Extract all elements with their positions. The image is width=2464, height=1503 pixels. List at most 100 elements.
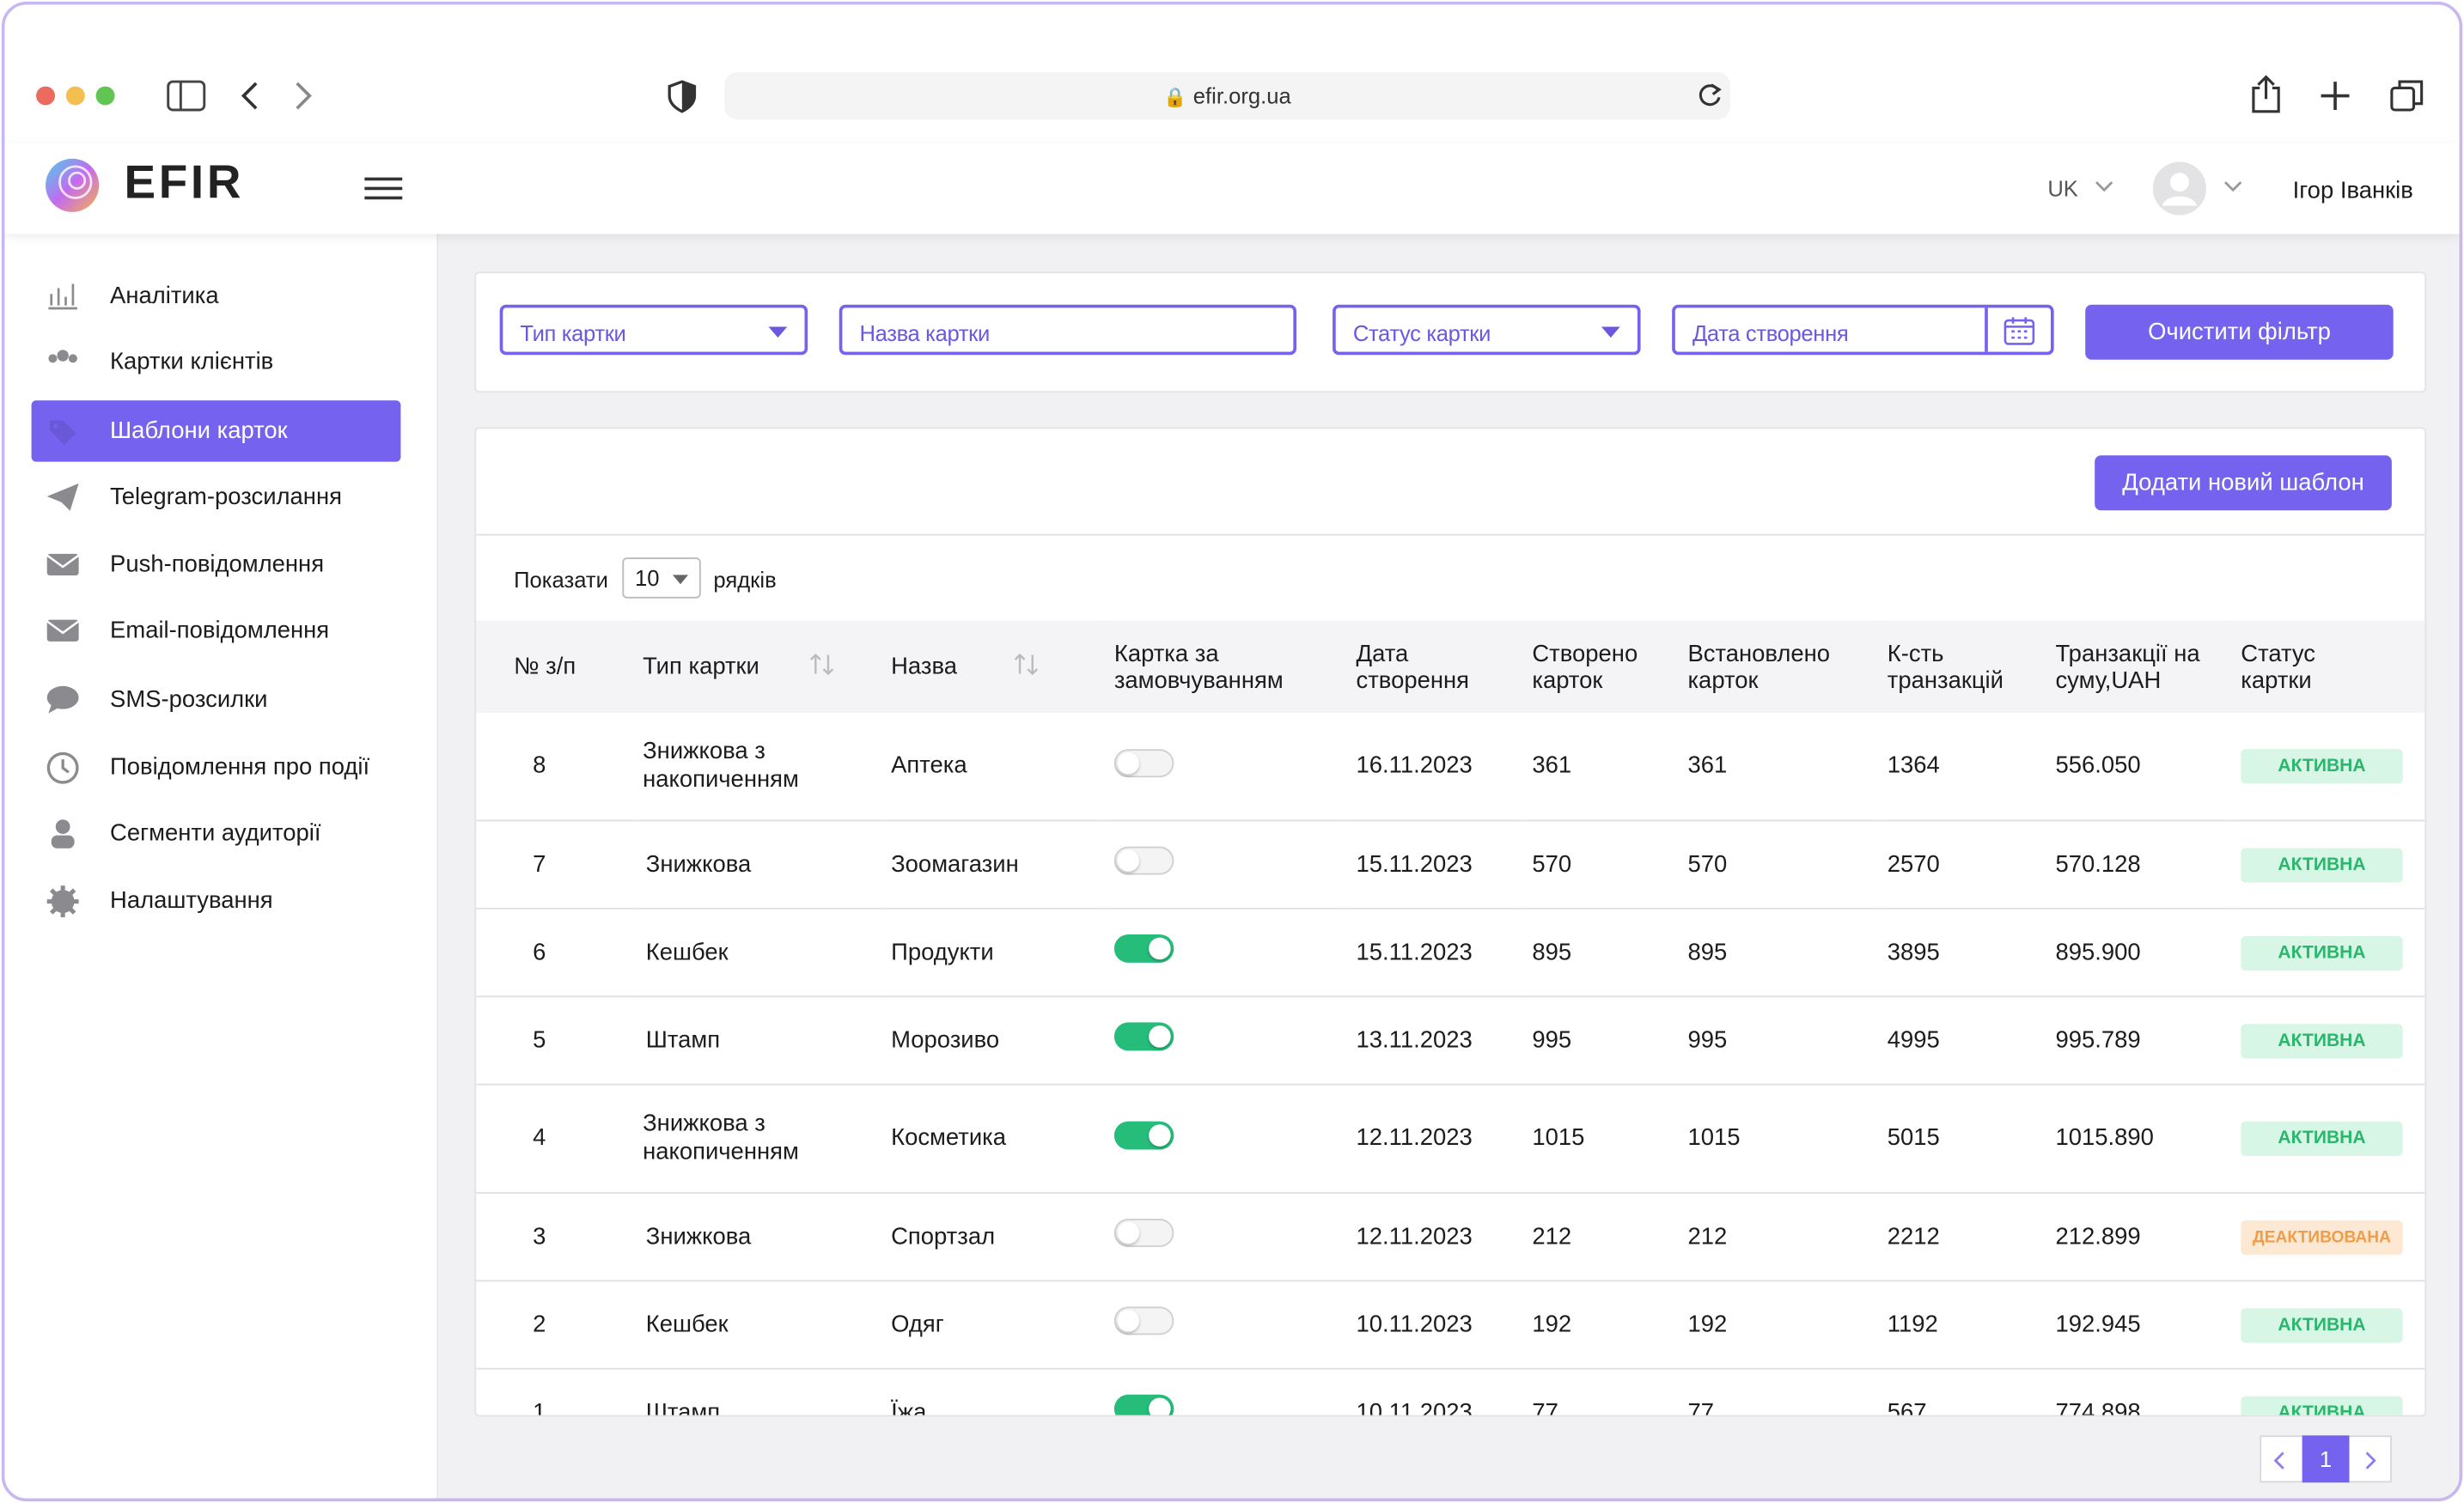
- share[interactable]: [2248, 74, 2283, 115]
- header-row: № з/п Тип картки Назва Картка за замовчуван…: [476, 620, 2425, 714]
- cell-text: 192: [1532, 1310, 1572, 1338]
- cell: 4: [476, 1084, 634, 1194]
- menu-item[interactable]: Налаштування: [32, 870, 401, 931]
- menu-item[interactable]: SMS-розсилки: [32, 669, 401, 730]
- toggle[interactable]: [1113, 1218, 1174, 1247]
- cell: 212.899: [2046, 1192, 2232, 1282]
- brand: EFIR: [124, 156, 245, 210]
- column-title: Картка за замовчуванням: [1113, 640, 1284, 694]
- sort[interactable]: [1014, 652, 1039, 684]
- cell: 16.11.2023: [1346, 713, 1523, 822]
- reload[interactable]: [1696, 82, 1724, 110]
- cell: АКТИВНА: [2231, 908, 2425, 998]
- cell: 12.11.2023: [1346, 1084, 1523, 1194]
- cell-text: Кешбек: [645, 938, 729, 965]
- cell-text: 995: [1532, 1025, 1572, 1054]
- menu-item[interactable]: Telegram-розсилання: [32, 466, 401, 527]
- current-page[interactable]: 1: [2302, 1435, 2350, 1483]
- menu-label: Налаштування: [110, 887, 273, 915]
- cell-text: 192: [1687, 1310, 1728, 1338]
- avatar-caret: [2224, 181, 2242, 192]
- cell: 77: [1522, 1368, 1679, 1415]
- cell-text: Знижкова з накопиченням: [643, 738, 799, 794]
- menu-item[interactable]: Email-повідомлення: [32, 600, 401, 661]
- toggle[interactable]: [1113, 1120, 1174, 1149]
- sort-icon: [809, 653, 834, 676]
- cell: [1104, 1192, 1347, 1282]
- menu-label: Картки клієнтів: [110, 348, 274, 376]
- menu-toggle[interactable]: [363, 174, 405, 203]
- user-name[interactable]: Ігор Іванків: [2292, 177, 2413, 204]
- cell-text: 3895: [1887, 938, 1940, 965]
- menu-item[interactable]: Push-повідомлення: [32, 534, 401, 595]
- column-title: Створено карток: [1532, 640, 1638, 694]
- toggle[interactable]: [1113, 1394, 1174, 1415]
- cell-text: 361: [1687, 752, 1728, 779]
- back[interactable]: [237, 78, 262, 113]
- shield[interactable]: [667, 78, 698, 113]
- card-name-filter[interactable]: Назва картки: [839, 304, 1297, 356]
- zoom[interactable]: [95, 86, 115, 106]
- cell-text: 556.050: [2055, 752, 2141, 779]
- menu-item[interactable]: Картки клієнтів: [32, 332, 401, 392]
- calendar-icon: [2004, 317, 2035, 345]
- cell: 10.11.2023: [1346, 1368, 1523, 1415]
- cell-text: 3: [533, 1222, 546, 1250]
- cell-text: Одяг: [891, 1310, 944, 1338]
- date-filter[interactable]: Дата створення: [1672, 304, 2054, 356]
- tabs[interactable]: [2388, 77, 2426, 115]
- cell: 10.11.2023: [1346, 1281, 1523, 1370]
- column-title: Транзакції на суму,UAH: [2055, 640, 2200, 694]
- language[interactable]: UK: [2047, 175, 2078, 202]
- cell: Кешбек: [633, 1281, 882, 1370]
- cell-text: 1015: [1687, 1124, 1741, 1152]
- next-page[interactable]: [2365, 1451, 2378, 1470]
- status-badge: АКТИВНА: [2241, 749, 2403, 784]
- calendar-button[interactable]: [1985, 307, 2051, 352]
- menu-item[interactable]: Сегменти аудиторії: [32, 802, 401, 863]
- toggle[interactable]: [1113, 1306, 1174, 1336]
- cell-text: 6: [533, 938, 546, 965]
- avatar[interactable]: [2151, 161, 2208, 217]
- forward[interactable]: [290, 78, 315, 113]
- menu-icon: [46, 885, 79, 918]
- toggle[interactable]: [1113, 748, 1174, 777]
- column-title: К-сть транзакцій: [1887, 640, 2004, 694]
- prev-page[interactable]: [2273, 1451, 2287, 1470]
- sort[interactable]: [809, 652, 834, 684]
- card-status-filter[interactable]: Статус картки: [1333, 304, 1641, 356]
- menu-item[interactable]: Аналітика: [32, 265, 401, 326]
- cell: Аптека: [881, 713, 1105, 822]
- menu-icon: [46, 483, 79, 511]
- clear-filter[interactable]: Очистити фільтр: [2085, 304, 2394, 360]
- card-type-filter[interactable]: Тип картки: [499, 304, 808, 356]
- sidebar-toggle[interactable]: [167, 78, 208, 113]
- toggle-knob: [1117, 1310, 1140, 1332]
- new-tab[interactable]: [2318, 78, 2352, 113]
- column-header: К-сть транзакцій: [1877, 620, 2046, 714]
- menu-item[interactable]: Повідомлення про події: [32, 737, 401, 798]
- page-size[interactable]: 10: [622, 557, 701, 599]
- toggle[interactable]: [1113, 1022, 1174, 1051]
- cell-text: 8: [533, 752, 546, 779]
- minimize[interactable]: [65, 86, 85, 106]
- toggle[interactable]: [1113, 846, 1174, 875]
- add-template[interactable]: Додати новий шаблон: [2095, 455, 2392, 511]
- toggle-knob: [1149, 1123, 1171, 1146]
- cell: 567: [1877, 1368, 2046, 1415]
- cell: Спортзал: [881, 1192, 1105, 1282]
- cell-text: 16.11.2023: [1356, 752, 1473, 779]
- toggle[interactable]: [1113, 934, 1174, 963]
- placeholder: Статус картки: [1352, 320, 1491, 346]
- cell: АКТИВНА: [2231, 820, 2425, 910]
- cell: 1015.890: [2046, 1084, 2232, 1194]
- cell-text: 212.899: [2055, 1222, 2141, 1250]
- close[interactable]: [36, 86, 56, 106]
- address-bar[interactable]: 🔒 efir.org.ua: [724, 72, 1730, 119]
- menu-item[interactable]: Шаблони карток: [31, 400, 401, 462]
- status-badge: АКТИВНА: [2241, 1307, 2403, 1342]
- cell-text: 895: [1532, 938, 1572, 965]
- cell: 1364: [1877, 713, 2046, 822]
- cell: 2212: [1877, 1192, 2046, 1282]
